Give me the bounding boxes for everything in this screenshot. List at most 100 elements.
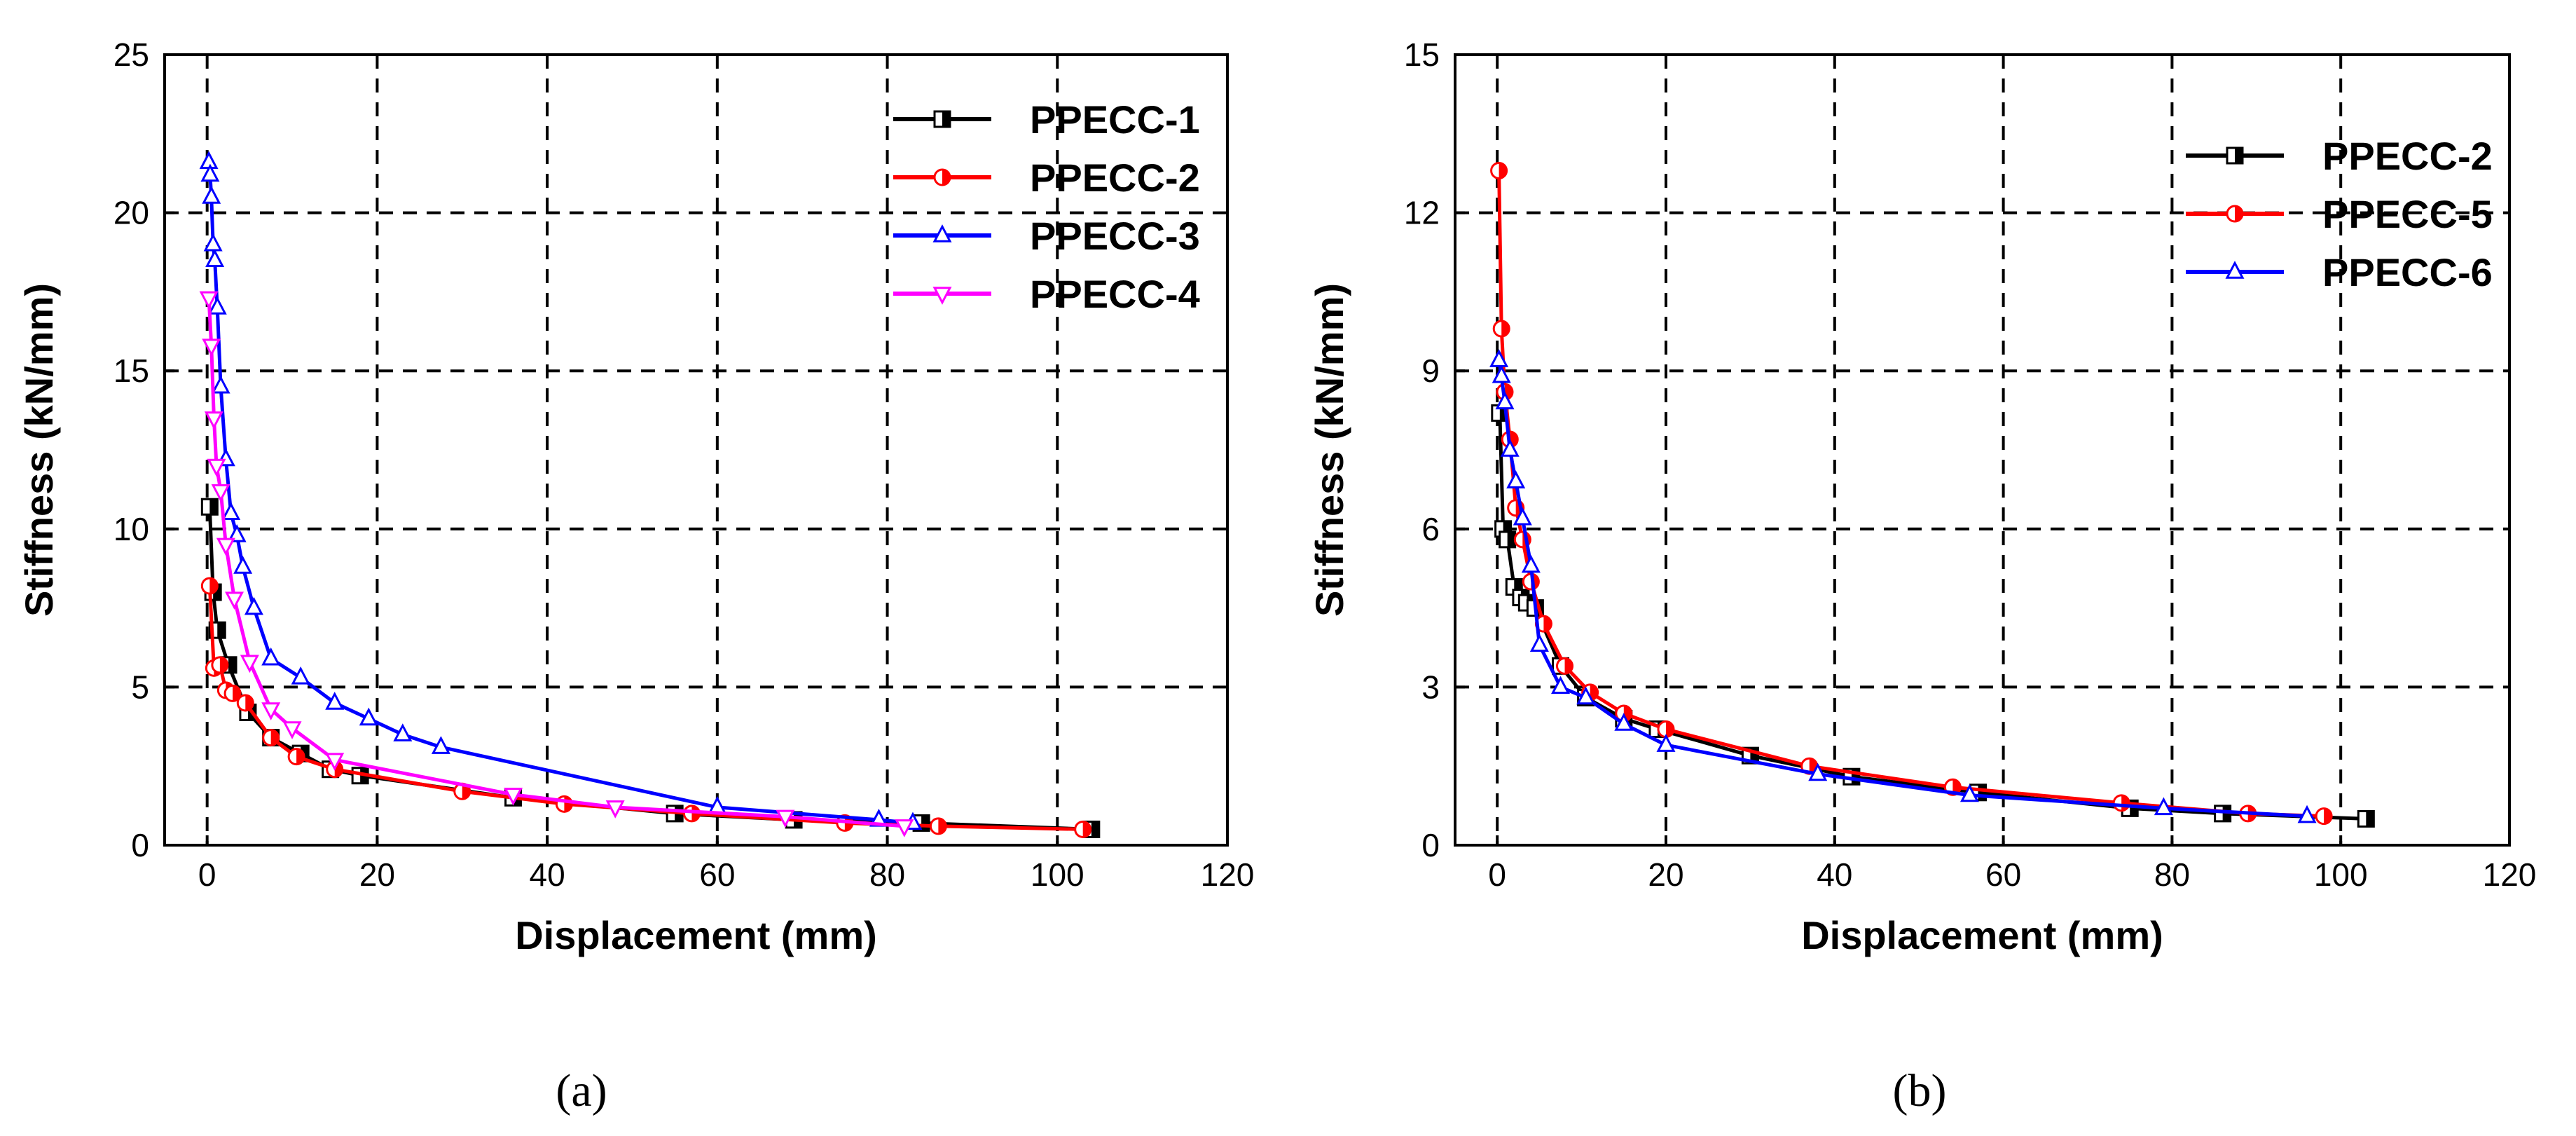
chart-b-ytick-label: 12	[1404, 195, 1440, 231]
chart-a-series-ppecc-4-point	[895, 819, 914, 837]
legend-marker-fill	[942, 170, 950, 185]
chart-b-series-ppecc-6-point	[1529, 634, 1549, 652]
chart-b-series-ppecc-5-point-fill	[2324, 808, 2332, 824]
chart-a-series-ppecc-2-point	[453, 782, 471, 800]
chart-a-series-ppecc-1-point-fill	[921, 815, 930, 831]
chart-a-series-ppecc-2-point-fill	[245, 694, 254, 711]
chart-b-series-ppecc-6-point	[1489, 349, 1509, 367]
chart-a-series-ppecc-4-point	[504, 788, 523, 806]
chart-a-series-ppecc-3-point	[233, 556, 253, 574]
chart-a-series-ppecc-2-point	[211, 656, 229, 674]
chart-a-series-ppecc-4-point	[199, 291, 219, 310]
chart-b-panel-label: (b)	[1893, 1065, 1947, 1116]
chart-a-series-ppecc-4-point	[605, 800, 625, 819]
legend-marker	[932, 224, 952, 242]
chart-a-legend-item-ppecc-3: PPECC-3	[893, 214, 1200, 258]
chart-b-series-ppecc-6-point	[1551, 676, 1570, 694]
chart-a-panel-label: (a)	[556, 1065, 607, 1116]
chart-b-series-ppecc-6-point	[1959, 783, 1979, 802]
chart-b-series-ppecc-2-point-fill	[1851, 769, 1859, 785]
chart-a-series-ppecc-4-point	[325, 753, 345, 772]
chart-a-xtick-label: 20	[359, 856, 395, 893]
chart-a: 0 20 40 60 80 100 120 0 5 10 15 20 25 Displacement (m…	[17, 36, 1254, 1116]
chart-a-xtick-label: 80	[869, 856, 905, 893]
chart-b-series-ppecc-6	[1489, 349, 2317, 823]
chart-b-series-ppecc-5-point	[1490, 161, 1508, 179]
chart-b-plot-frame	[1454, 53, 2511, 847]
chart-b-series-ppecc-2-point-fill	[2366, 811, 2374, 827]
chart-a-series-ppecc-3-point	[244, 596, 263, 615]
chart-b-xtick-label: 20	[1648, 856, 1683, 893]
chart-a-series-ppecc-2	[200, 577, 1092, 838]
chart-b-series-ppecc-6-point	[1656, 734, 1676, 752]
chart-a-ytick-label: 5	[131, 669, 149, 705]
chart-a-legend-item-ppecc-2: PPECC-2	[893, 156, 1200, 200]
chart-b-series-ppecc-6-point	[1808, 762, 1828, 781]
chart-b-ytick-label: 6	[1421, 511, 1440, 547]
chart-a-series-ppecc-4-point	[261, 702, 281, 720]
legend-label: PPECC-2	[2322, 134, 2493, 178]
chart-b-ytick-label: 3	[1421, 669, 1440, 705]
chart-a-series-ppecc-4-point	[204, 411, 223, 430]
chart-a-series-ppecc-2-point-fill	[270, 730, 279, 746]
chart-a-series-ppecc-2-point-fill	[938, 818, 946, 834]
chart-b-series-ppecc-5-point-fill	[1499, 163, 1507, 179]
chart-a-series-ppecc-2-point-fill	[219, 657, 228, 673]
chart-b-xtick-label: 120	[2483, 856, 2537, 893]
legend-label: PPECC-6	[2322, 250, 2493, 294]
chart-b-ytick-label: 9	[1421, 353, 1440, 389]
chart-a-x-axis-label: Displacement (mm)	[515, 913, 877, 957]
chart-a-series-ppecc-4-point	[207, 458, 226, 477]
chart-a-series-ppecc-3-point	[207, 296, 227, 315]
chart-a-series-ppecc-2-point-fill	[209, 578, 218, 594]
legend-label: PPECC-2	[1030, 156, 1200, 200]
chart-b-legend-item-ppecc-5: PPECC-5	[2186, 192, 2493, 236]
chart-b-series-ppecc-6-point	[1614, 713, 1634, 731]
chart-a-series-ppecc-2-point	[200, 577, 219, 595]
chart-b-ytick-label: 15	[1404, 36, 1440, 73]
legend-label: PPECC-1	[1030, 97, 1200, 142]
chart-b-series-ppecc-5-point-fill	[1501, 321, 1510, 337]
chart-a-series-ppecc-3-point	[202, 186, 221, 204]
chart-b-series-ppecc-5-point-fill	[1666, 721, 1674, 737]
chart-a-series-ppecc-1-point-fill	[217, 622, 226, 638]
chart-a-ytick-label: 20	[113, 195, 149, 231]
chart-a-series-ppecc-3-point	[359, 707, 378, 726]
chart-b-series-ppecc-2-point	[1499, 531, 1517, 549]
chart-b-xtick-label: 100	[2314, 856, 2368, 893]
chart-a-series-ppecc-2-point	[223, 684, 242, 702]
chart-b-xtick-label: 0	[1488, 856, 1506, 893]
chart-b-series-ppecc-2-point-fill	[1978, 784, 1986, 800]
chart-a-xtick-label: 0	[198, 856, 216, 893]
chart-b-series-ppecc-2-point-fill	[1507, 531, 1515, 547]
chart-b-series-ppecc-6-point	[1576, 686, 1596, 705]
chart-b-grid	[1455, 55, 2509, 845]
legend-marker	[2226, 146, 2244, 165]
chart-a-series-ppecc-2-point	[287, 748, 305, 766]
chart-a-ytick-label: 25	[113, 36, 149, 73]
chart-a-series-ppecc-2-point	[236, 694, 254, 712]
chart-a-series-ppecc-4-point	[282, 721, 302, 739]
chart-a-series-ppecc-3-point	[205, 249, 225, 268]
chart-a-series-ppecc-2-point-fill	[233, 685, 241, 702]
chart-a-xtick-label: 60	[699, 856, 735, 893]
chart-a-series-ppecc-3-point	[203, 233, 223, 252]
chart-a-series-ppecc-3-point	[199, 151, 219, 170]
chart-b-x-axis-label: Displacement (mm)	[1801, 913, 2163, 957]
chart-b-xtick-label: 80	[2154, 856, 2190, 893]
chart-b-series-ppecc-2-point-fill	[1499, 405, 1508, 421]
chart-b-series-ppecc-6-point	[1492, 364, 1511, 383]
chart-a-plot-frame	[163, 53, 1229, 847]
chart-b-series-ppecc-6-point	[1495, 391, 1515, 410]
chart-a-series-ppecc-1-point-fill	[209, 499, 218, 515]
chart-a-xtick-label: 120	[1201, 856, 1255, 893]
legend-label: PPECC-4	[1030, 272, 1200, 316]
chart-a-series-ppecc-3-point	[211, 375, 230, 394]
chart-a-series-ppecc-1-point-fill	[1091, 821, 1099, 837]
chart-a-series-ppecc-2-point-fill	[1082, 821, 1091, 837]
chart-a-y-axis-label: Stiffness (kN/mm)	[17, 283, 61, 617]
legend-marker-fill	[2235, 206, 2243, 221]
chart-b-series-ppecc-5-point-fill	[1590, 684, 1598, 700]
chart-b-series-ppecc-6-point	[1513, 507, 1532, 526]
